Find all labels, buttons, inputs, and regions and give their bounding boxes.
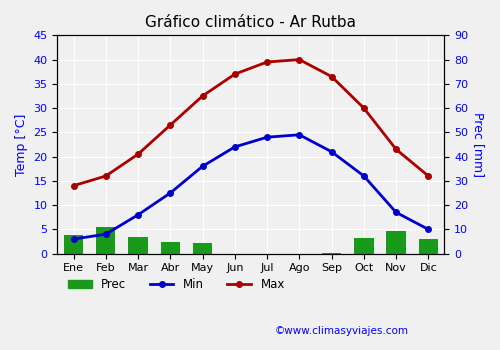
Title: Gráfico climático - Ar Rutba: Gráfico climático - Ar Rutba <box>146 15 356 30</box>
Bar <box>160 242 180 254</box>
Bar <box>354 238 374 254</box>
Bar <box>322 253 342 254</box>
Bar <box>193 243 212 254</box>
Bar <box>96 227 116 254</box>
Bar <box>386 231 406 254</box>
Bar <box>64 236 83 254</box>
Y-axis label: Temp [°C]: Temp [°C] <box>15 113 28 176</box>
Text: ©www.climasyviajes.com: ©www.climasyviajes.com <box>275 326 409 336</box>
Legend: Prec, Min, Max: Prec, Min, Max <box>64 273 290 296</box>
Bar <box>418 239 438 254</box>
Bar <box>128 237 148 254</box>
Y-axis label: Prec [mm]: Prec [mm] <box>472 112 485 177</box>
